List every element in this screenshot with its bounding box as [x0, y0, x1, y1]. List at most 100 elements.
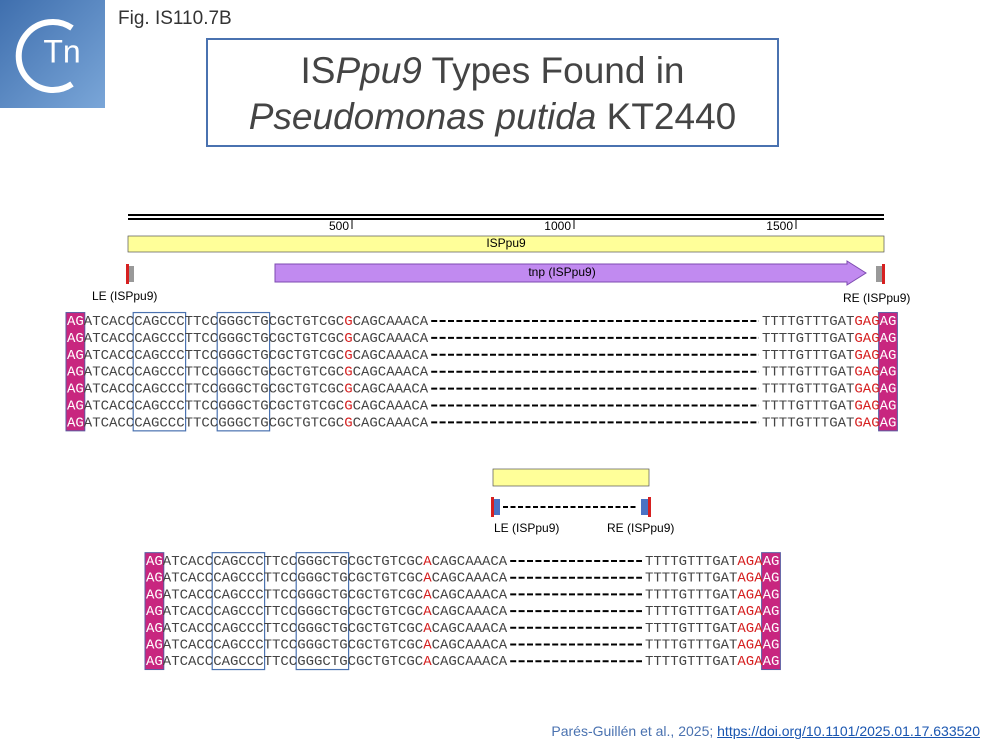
motif-box: [211, 552, 266, 671]
sequence-left: AGATCACCCAGCCCTTCCGGGCTGCGCTGTCGCGCAGCAA…: [67, 398, 429, 414]
end-marker: [494, 499, 500, 515]
end-marker: [129, 266, 134, 282]
sequence-segment: A: [423, 637, 432, 653]
sequence-segment: CAGCAAACA: [432, 637, 508, 653]
sequence-left: AGATCACCCAGCCCTTCCGGGCTGCGCTGTCGCGCAGCAA…: [67, 364, 429, 380]
title-line: Pseudomonas putida KT2440: [208, 94, 777, 140]
sequence-segment: G: [344, 364, 352, 380]
sequence-segment: GAG: [854, 314, 879, 330]
sequence-segment: AG: [146, 637, 163, 653]
sequence-segment: G: [344, 348, 352, 364]
sequence-segment: AGA: [737, 604, 763, 620]
end-marker: [882, 264, 885, 284]
title-text: KT2440: [606, 96, 737, 137]
end-label: RE (ISPpu9): [607, 521, 674, 535]
sequence-segment: ATCACCCAGCCCTTCCGGGCTGCGCTGTCGC: [163, 587, 423, 603]
sequence-segment: AG: [880, 364, 897, 380]
sequence-right: TTTTGTTTGATGAGAG: [762, 314, 896, 330]
sequence-segment: ATCACCCAGCCCTTCCGGGCTGCGCTGTCGC: [84, 314, 344, 330]
sequence-segment: GAG: [854, 398, 879, 414]
motif-box: [295, 552, 350, 671]
sequence-segment: AG: [67, 331, 84, 347]
sequence-right: TTTTGTTTGATAGAAG: [645, 587, 779, 603]
sequence-segment: AG: [880, 415, 897, 431]
sequence-segment: AG: [146, 587, 163, 603]
title-line: ISPpu9 Types Found in: [208, 48, 777, 94]
sequence-segment: CAGCAAACA: [432, 554, 508, 570]
sequence-segment: TTTTGTTTGAT: [645, 637, 737, 653]
sequence-left: AGATCACCCAGCCCTTCCGGGCTGCGCTGTCGCGCAGCAA…: [67, 314, 429, 330]
gene-label: tnp (ISPpu9): [528, 265, 595, 279]
sequence-segment: ATCACCCAGCCCTTCCGGGCTGCGCTGTCGC: [163, 604, 423, 620]
sequence-segment: CAGCAAACA: [353, 398, 429, 414]
sequence-segment: TTTTGTTTGAT: [645, 554, 737, 570]
sequence-segment: TTTTGTTTGAT: [645, 604, 737, 620]
sequence-segment: AG: [146, 554, 163, 570]
end-marker: [126, 264, 129, 284]
sequence-left: AGATCACCCAGCCCTTCCGGGCTGCGCTGTCGCACAGCAA…: [146, 637, 508, 653]
sequence-segment: AG: [880, 398, 897, 414]
sequence-segment: TTTTGTTTGAT: [762, 314, 854, 330]
sequence-right: TTTTGTTTGATGAGAG: [762, 348, 896, 364]
sequence-segment: ATCACCCAGCCCTTCCGGGCTGCGCTGTCGC: [163, 621, 423, 637]
sequence-segment: ATCACCCAGCCCTTCCGGGCTGCGCTGTCGC: [84, 364, 344, 380]
sequence-segment: AG: [763, 587, 780, 603]
sequence-right: TTTTGTTTGATAGAAG: [645, 654, 779, 670]
sequence-segment: G: [344, 398, 352, 414]
motif-box: [132, 311, 187, 432]
end-highlight: [65, 312, 86, 432]
sequence-segment: AG: [880, 381, 897, 397]
sequence-segment: ATCACCCAGCCCTTCCGGGCTGCGCTGTCGC: [84, 348, 344, 364]
sequence-left: AGATCACCCAGCCCTTCCGGGCTGCGCTGTCGCACAGCAA…: [146, 587, 508, 603]
end-highlight: [144, 552, 165, 671]
logo-ring: [15, 19, 74, 93]
sequence-segment: TTTTGTTTGAT: [762, 348, 854, 364]
sequence-left: AGATCACCCAGCCCTTCCGGGCTGCGCTGTCGCGCAGCAA…: [67, 415, 429, 431]
end-marker: [491, 497, 494, 517]
sequence-segment: AGA: [737, 554, 763, 570]
sequence-right: TTTTGTTTGATAGAAG: [645, 604, 779, 620]
sequence-segment: AG: [67, 364, 84, 380]
sequence-segment: AGA: [737, 637, 763, 653]
alignments: AGATCACCCAGCCCTTCCGGGCTGCGCTGTCGCGCAGCAA…: [65, 311, 898, 671]
sequence-segment: AG: [146, 654, 163, 670]
sequence-segment: CAGCAAACA: [432, 587, 508, 603]
doi-link[interactable]: https://doi.org/10.1101/2025.01.17.63352…: [717, 723, 980, 739]
sequence-segment: CAGCAAACA: [432, 604, 508, 620]
sequence-segment: AG: [763, 654, 780, 670]
sequence-segment: AG: [67, 398, 84, 414]
end-label: LE (ISPpu9): [92, 289, 157, 303]
sequence-segment: GAG: [854, 331, 879, 347]
sequence-left: AGATCACCCAGCCCTTCCGGGCTGCGCTGTCGCACAGCAA…: [146, 554, 508, 570]
sequence-segment: G: [344, 415, 352, 431]
sequence-segment: TTTTGTTTGAT: [762, 381, 854, 397]
citation: Parés-Guillén et al., 2025; https://doi.…: [551, 723, 980, 739]
sequence-segment: ATCACCCAGCCCTTCCGGGCTGCGCTGTCGC: [163, 654, 423, 670]
logo-text: Tn: [43, 33, 80, 69]
sequence-right: TTTTGTTTGATGAGAG: [762, 381, 896, 397]
sequence-segment: ATCACCCAGCCCTTCCGGGCTGCGCTGTCGC: [84, 398, 344, 414]
sequence-segment: ATCACCCAGCCCTTCCGGGCTGCGCTGTCGC: [163, 570, 423, 586]
sequence-segment: CAGCAAACA: [353, 415, 429, 431]
title-text: IS: [300, 50, 336, 91]
sequence-segment: TTTTGTTTGAT: [645, 587, 737, 603]
sequence-left: AGATCACCCAGCCCTTCCGGGCTGCGCTGTCGCACAGCAA…: [146, 654, 508, 670]
sequence-segment: AG: [146, 604, 163, 620]
sequence-segment: G: [344, 381, 352, 397]
sequence-right: TTTTGTTTGATGAGAG: [762, 398, 896, 414]
sequence-segment: TTTTGTTTGAT: [762, 364, 854, 380]
sequence-left: AGATCACCCAGCCCTTCCGGGCTGCGCTGTCGCACAGCAA…: [146, 570, 508, 586]
sequence-left: AGATCACCCAGCCCTTCCGGGCTGCGCTGTCGCACAGCAA…: [146, 621, 508, 637]
sequence-segment: A: [423, 654, 432, 670]
title: ISPpu9 Types Found in Pseudomonas putida…: [206, 38, 779, 147]
sequence-segment: AGA: [737, 621, 763, 637]
sequence-right: TTTTGTTTGATGAGAG: [762, 364, 896, 380]
title-text: Types Found in: [431, 50, 685, 91]
motif-box: [216, 311, 271, 432]
sequence-segment: ATCACCCAGCCCTTCCGGGCTGCGCTGTCGC: [84, 415, 344, 431]
sequence-segment: AG: [880, 348, 897, 364]
sequence-left: AGATCACCCAGCCCTTCCGGGCTGCGCTGTCGCGCAGCAA…: [67, 331, 429, 347]
sequence-segment: ATCACCCAGCCCTTCCGGGCTGCGCTGTCGC: [84, 331, 344, 347]
sequence-segment: AG: [67, 314, 84, 330]
